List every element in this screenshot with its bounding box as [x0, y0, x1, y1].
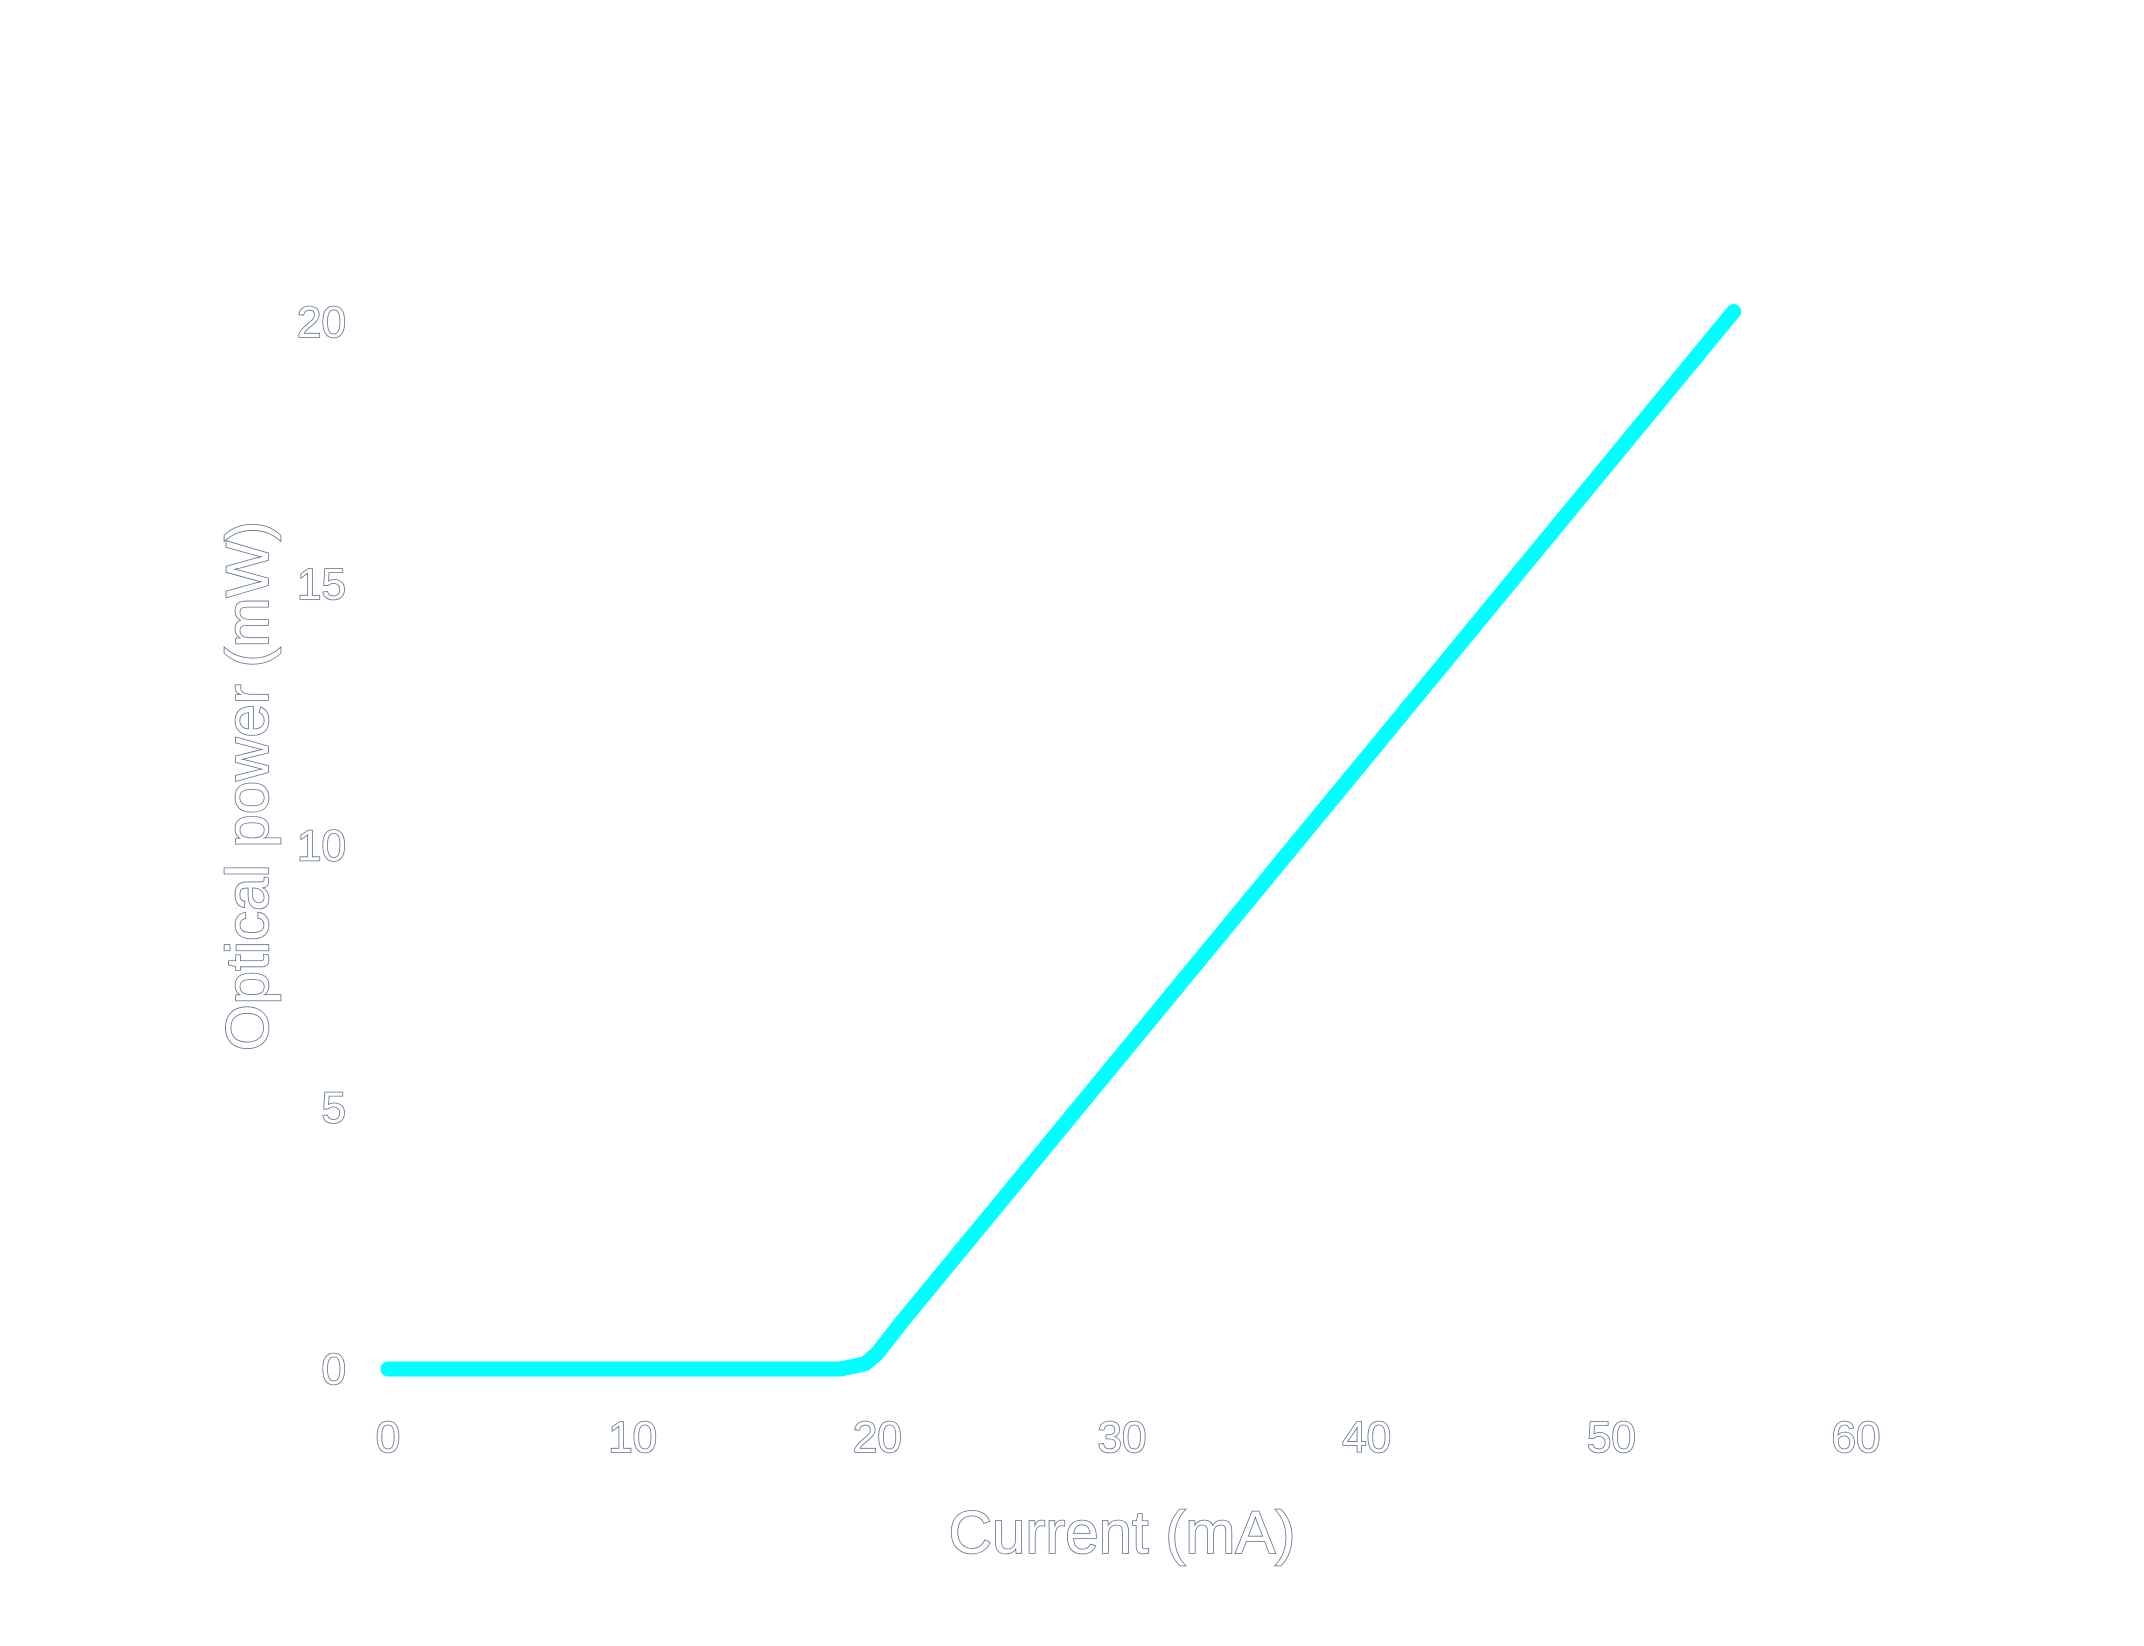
y-tick-label: 15	[297, 560, 346, 609]
y-tick-label: 5	[322, 1083, 346, 1132]
y-tick-label: 0	[322, 1345, 346, 1394]
x-axis-label: Current (mA)	[949, 1499, 1296, 1566]
x-tick-label: 50	[1587, 1413, 1636, 1462]
x-tick-label: 10	[608, 1413, 657, 1462]
x-tick-label: 40	[1342, 1413, 1391, 1462]
series-layer	[380, 304, 1742, 1377]
y-tick-label: 20	[297, 298, 346, 347]
y-tick-label: 10	[297, 822, 346, 871]
x-tick-label: 60	[1832, 1413, 1881, 1462]
x-axis-ticks: 0 10 20 30 40 50 60	[375, 1412, 1881, 1463]
y-axis-ticks: 0 5 10 15 20	[296, 297, 347, 1395]
series-line-0	[380, 304, 1742, 1377]
x-tick-label: 0	[376, 1413, 400, 1462]
x-tick-label: 20	[853, 1413, 902, 1462]
y-axis-label: Optical power (mW)	[214, 521, 281, 1051]
x-tick-label: 30	[1098, 1413, 1147, 1462]
